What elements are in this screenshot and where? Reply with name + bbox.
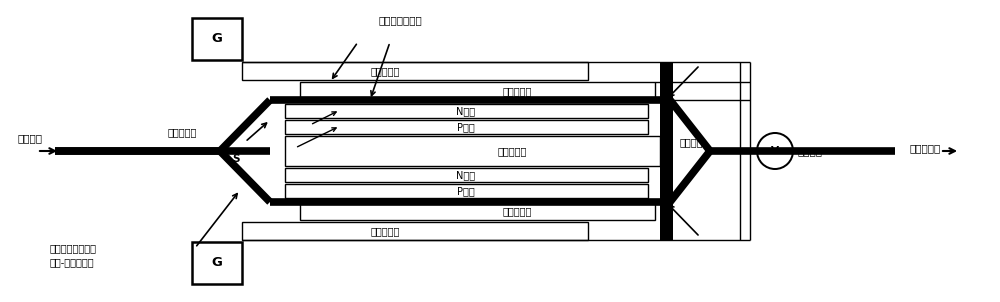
Bar (285, 120, 648, 134)
Text: 激光输入: 激光输入 (18, 133, 43, 143)
Bar (242, 62, 588, 80)
Bar (285, 184, 648, 198)
Text: N掺杂: N掺杂 (456, 170, 476, 180)
Text: 第一层金属: 第一层金属 (370, 226, 400, 236)
Text: 光信号输出: 光信号输出 (910, 143, 941, 153)
Text: 基于硅基微纳波导: 基于硅基微纳波导 (50, 243, 97, 253)
Text: P掺杂: P掺杂 (457, 186, 475, 196)
Text: N掺杂: N掺杂 (456, 106, 476, 116)
Text: 第二层金属: 第二层金属 (502, 86, 532, 96)
Bar (192, 242, 242, 284)
Text: V: V (771, 146, 779, 156)
Text: 电容耦合式电极: 电容耦合式电极 (378, 15, 422, 25)
Bar (300, 202, 655, 220)
Text: 第二层金属: 第二层金属 (502, 206, 532, 216)
Text: G: G (212, 256, 222, 269)
Bar (285, 136, 660, 166)
Bar (285, 104, 648, 118)
Text: 第二层金属: 第二层金属 (497, 146, 527, 156)
Text: 第一层金属: 第一层金属 (370, 66, 400, 76)
Bar (660, 62, 673, 240)
Bar (242, 222, 588, 240)
Text: P掺杂: P掺杂 (457, 122, 475, 132)
Text: 偏置电压: 偏置电压 (797, 146, 822, 156)
Text: G: G (212, 33, 222, 46)
Text: 第一层金属: 第一层金属 (168, 127, 197, 137)
Text: 端接电阻: 端接电阻 (680, 137, 704, 147)
Bar (285, 168, 648, 182)
Bar (192, 18, 242, 60)
Bar (300, 82, 655, 100)
Text: 马赫-曾德干涉仪: 马赫-曾德干涉仪 (50, 257, 95, 267)
Text: S: S (232, 154, 240, 164)
